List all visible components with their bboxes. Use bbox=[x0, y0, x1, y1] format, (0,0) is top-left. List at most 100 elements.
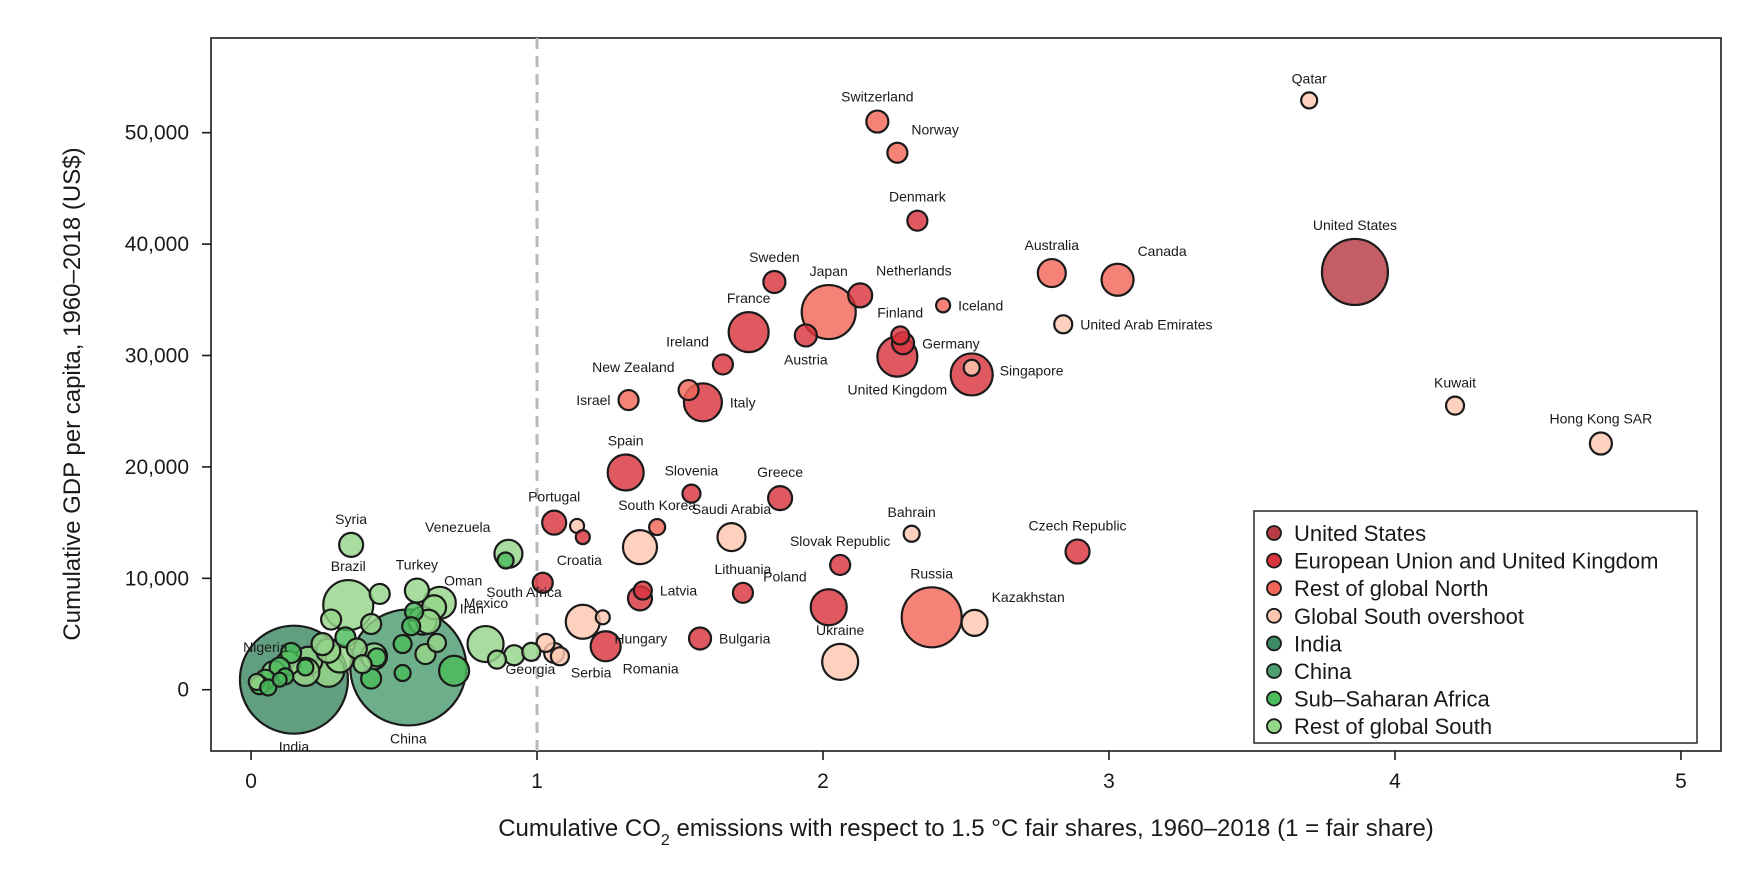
bubble-croatia bbox=[531, 571, 554, 594]
legend-swatch bbox=[1266, 663, 1282, 679]
legend-swatch bbox=[1266, 552, 1282, 569]
bubble-point bbox=[486, 649, 508, 670]
label-new-zealand: New Zealand bbox=[592, 359, 675, 375]
bubble-south-korea bbox=[648, 517, 667, 537]
legend-label: Sub–Saharan Africa bbox=[1294, 687, 1490, 712]
label-india: India bbox=[279, 739, 310, 755]
bubble-singapore bbox=[962, 358, 981, 377]
label-slovak-republic: Slovak Republic bbox=[790, 533, 890, 549]
label-germany: Germany bbox=[922, 335, 980, 351]
bubble-canada bbox=[1100, 262, 1135, 297]
legend-swatch bbox=[1266, 580, 1282, 597]
label-brazil: Brazil bbox=[331, 558, 366, 574]
legend-label: Global South overshoot bbox=[1294, 604, 1524, 629]
label-mexico: Mexico bbox=[464, 595, 509, 611]
bubble-netherlands bbox=[847, 282, 874, 309]
bubble-norway bbox=[886, 141, 909, 164]
label-latvia: Latvia bbox=[660, 583, 698, 599]
label-italy: Italy bbox=[730, 394, 756, 410]
label-united-states: United States bbox=[1313, 217, 1397, 233]
bubble-bulgaria bbox=[687, 626, 713, 651]
bubble-sweden bbox=[762, 269, 787, 295]
bubble-saudi-arabia bbox=[716, 521, 747, 553]
label-united-kingdom: United Kingdom bbox=[848, 382, 948, 398]
legend-swatch bbox=[1266, 635, 1282, 652]
label-syria: Syria bbox=[335, 511, 367, 527]
bubble-bahrain bbox=[902, 524, 921, 543]
bubble-united-arab-emirates bbox=[1053, 314, 1074, 335]
bubble-slovak-republic bbox=[829, 553, 852, 577]
bubble-greece bbox=[767, 485, 794, 512]
y-tick-label: 30,000 bbox=[125, 345, 189, 368]
x-tick-label: 0 bbox=[245, 770, 257, 793]
label-china: China bbox=[390, 730, 427, 746]
bubble-spain bbox=[606, 453, 645, 492]
bubble-france bbox=[727, 311, 770, 354]
label-lithuania: Lithuania bbox=[715, 561, 772, 577]
label-netherlands: Netherlands bbox=[876, 262, 952, 278]
bubble-point bbox=[368, 582, 391, 606]
bubble-ukraine bbox=[821, 642, 860, 681]
label-canada: Canada bbox=[1138, 243, 1187, 259]
x-axis-title: Cumulative CO2 emissions with respect to… bbox=[498, 815, 1434, 849]
legend-label: Rest of global North bbox=[1294, 576, 1488, 601]
label-qatar: Qatar bbox=[1292, 70, 1327, 86]
y-tick-label: 0 bbox=[177, 679, 189, 702]
legend-swatch bbox=[1266, 690, 1282, 707]
legend-swatch bbox=[1266, 525, 1282, 541]
bubble-point bbox=[392, 633, 413, 655]
bubble-point bbox=[296, 658, 315, 677]
bubble-finland bbox=[890, 325, 911, 346]
label-sweden: Sweden bbox=[749, 249, 800, 265]
legend-label: Rest of global South bbox=[1294, 714, 1492, 739]
bubble-point bbox=[401, 616, 422, 637]
label-poland: Poland bbox=[763, 568, 807, 584]
x-axis-title-rest: emissions with respect to 1.5 °C fair sh… bbox=[670, 815, 1434, 842]
label-russia: Russia bbox=[910, 565, 953, 581]
bubble-austria bbox=[793, 323, 818, 348]
label-france: France bbox=[727, 290, 771, 306]
bubble-switzerland bbox=[865, 109, 890, 134]
x-axis-title-main: Cumulative CO bbox=[498, 815, 661, 842]
bubble-south-africa bbox=[564, 603, 601, 640]
bubble-point bbox=[279, 641, 303, 665]
label-finland: Finland bbox=[877, 304, 923, 320]
bubble-australia bbox=[1036, 257, 1067, 289]
legend-swatch bbox=[1266, 607, 1282, 624]
x-tick-label: 2 bbox=[817, 770, 829, 793]
x-tick-label: 5 bbox=[1675, 770, 1687, 793]
bubble-point bbox=[393, 663, 412, 683]
legend-label: European Union and United Kingdom bbox=[1294, 549, 1658, 574]
bubble-point bbox=[320, 608, 343, 631]
label-hungary: Hungary bbox=[614, 631, 667, 647]
bubble-point bbox=[360, 612, 383, 636]
bubble-united-states bbox=[1320, 237, 1390, 307]
label-singapore: Singapore bbox=[1000, 362, 1064, 378]
label-portugal: Portugal bbox=[528, 489, 580, 505]
label-iran: Iran bbox=[460, 600, 484, 616]
bubble-point bbox=[310, 631, 335, 657]
bubble-new-zealand bbox=[677, 378, 700, 402]
label-south-africa: South Africa bbox=[486, 584, 562, 600]
label-oman: Oman bbox=[444, 573, 482, 589]
bubble-iceland bbox=[935, 297, 952, 314]
bubble-denmark bbox=[906, 209, 929, 232]
bubble-kazakhstan bbox=[960, 608, 989, 637]
label-slovenia: Slovenia bbox=[665, 463, 719, 479]
bubble-syria bbox=[338, 531, 365, 558]
label-iceland: Iceland bbox=[958, 297, 1003, 313]
bubble-point bbox=[621, 529, 659, 566]
bubble-point bbox=[437, 654, 471, 687]
bubble-point bbox=[594, 609, 611, 626]
bubble-point bbox=[259, 678, 278, 697]
bubble-poland bbox=[809, 588, 848, 627]
label-switzerland: Switzerland bbox=[841, 89, 913, 105]
legend-label: China bbox=[1294, 659, 1352, 684]
label-denmark: Denmark bbox=[889, 189, 947, 205]
label-australia: Australia bbox=[1025, 237, 1080, 253]
bubble-point bbox=[521, 641, 542, 662]
x-tick-label: 1 bbox=[531, 770, 543, 793]
label-greece: Greece bbox=[757, 464, 803, 480]
bubble-point bbox=[271, 671, 288, 688]
